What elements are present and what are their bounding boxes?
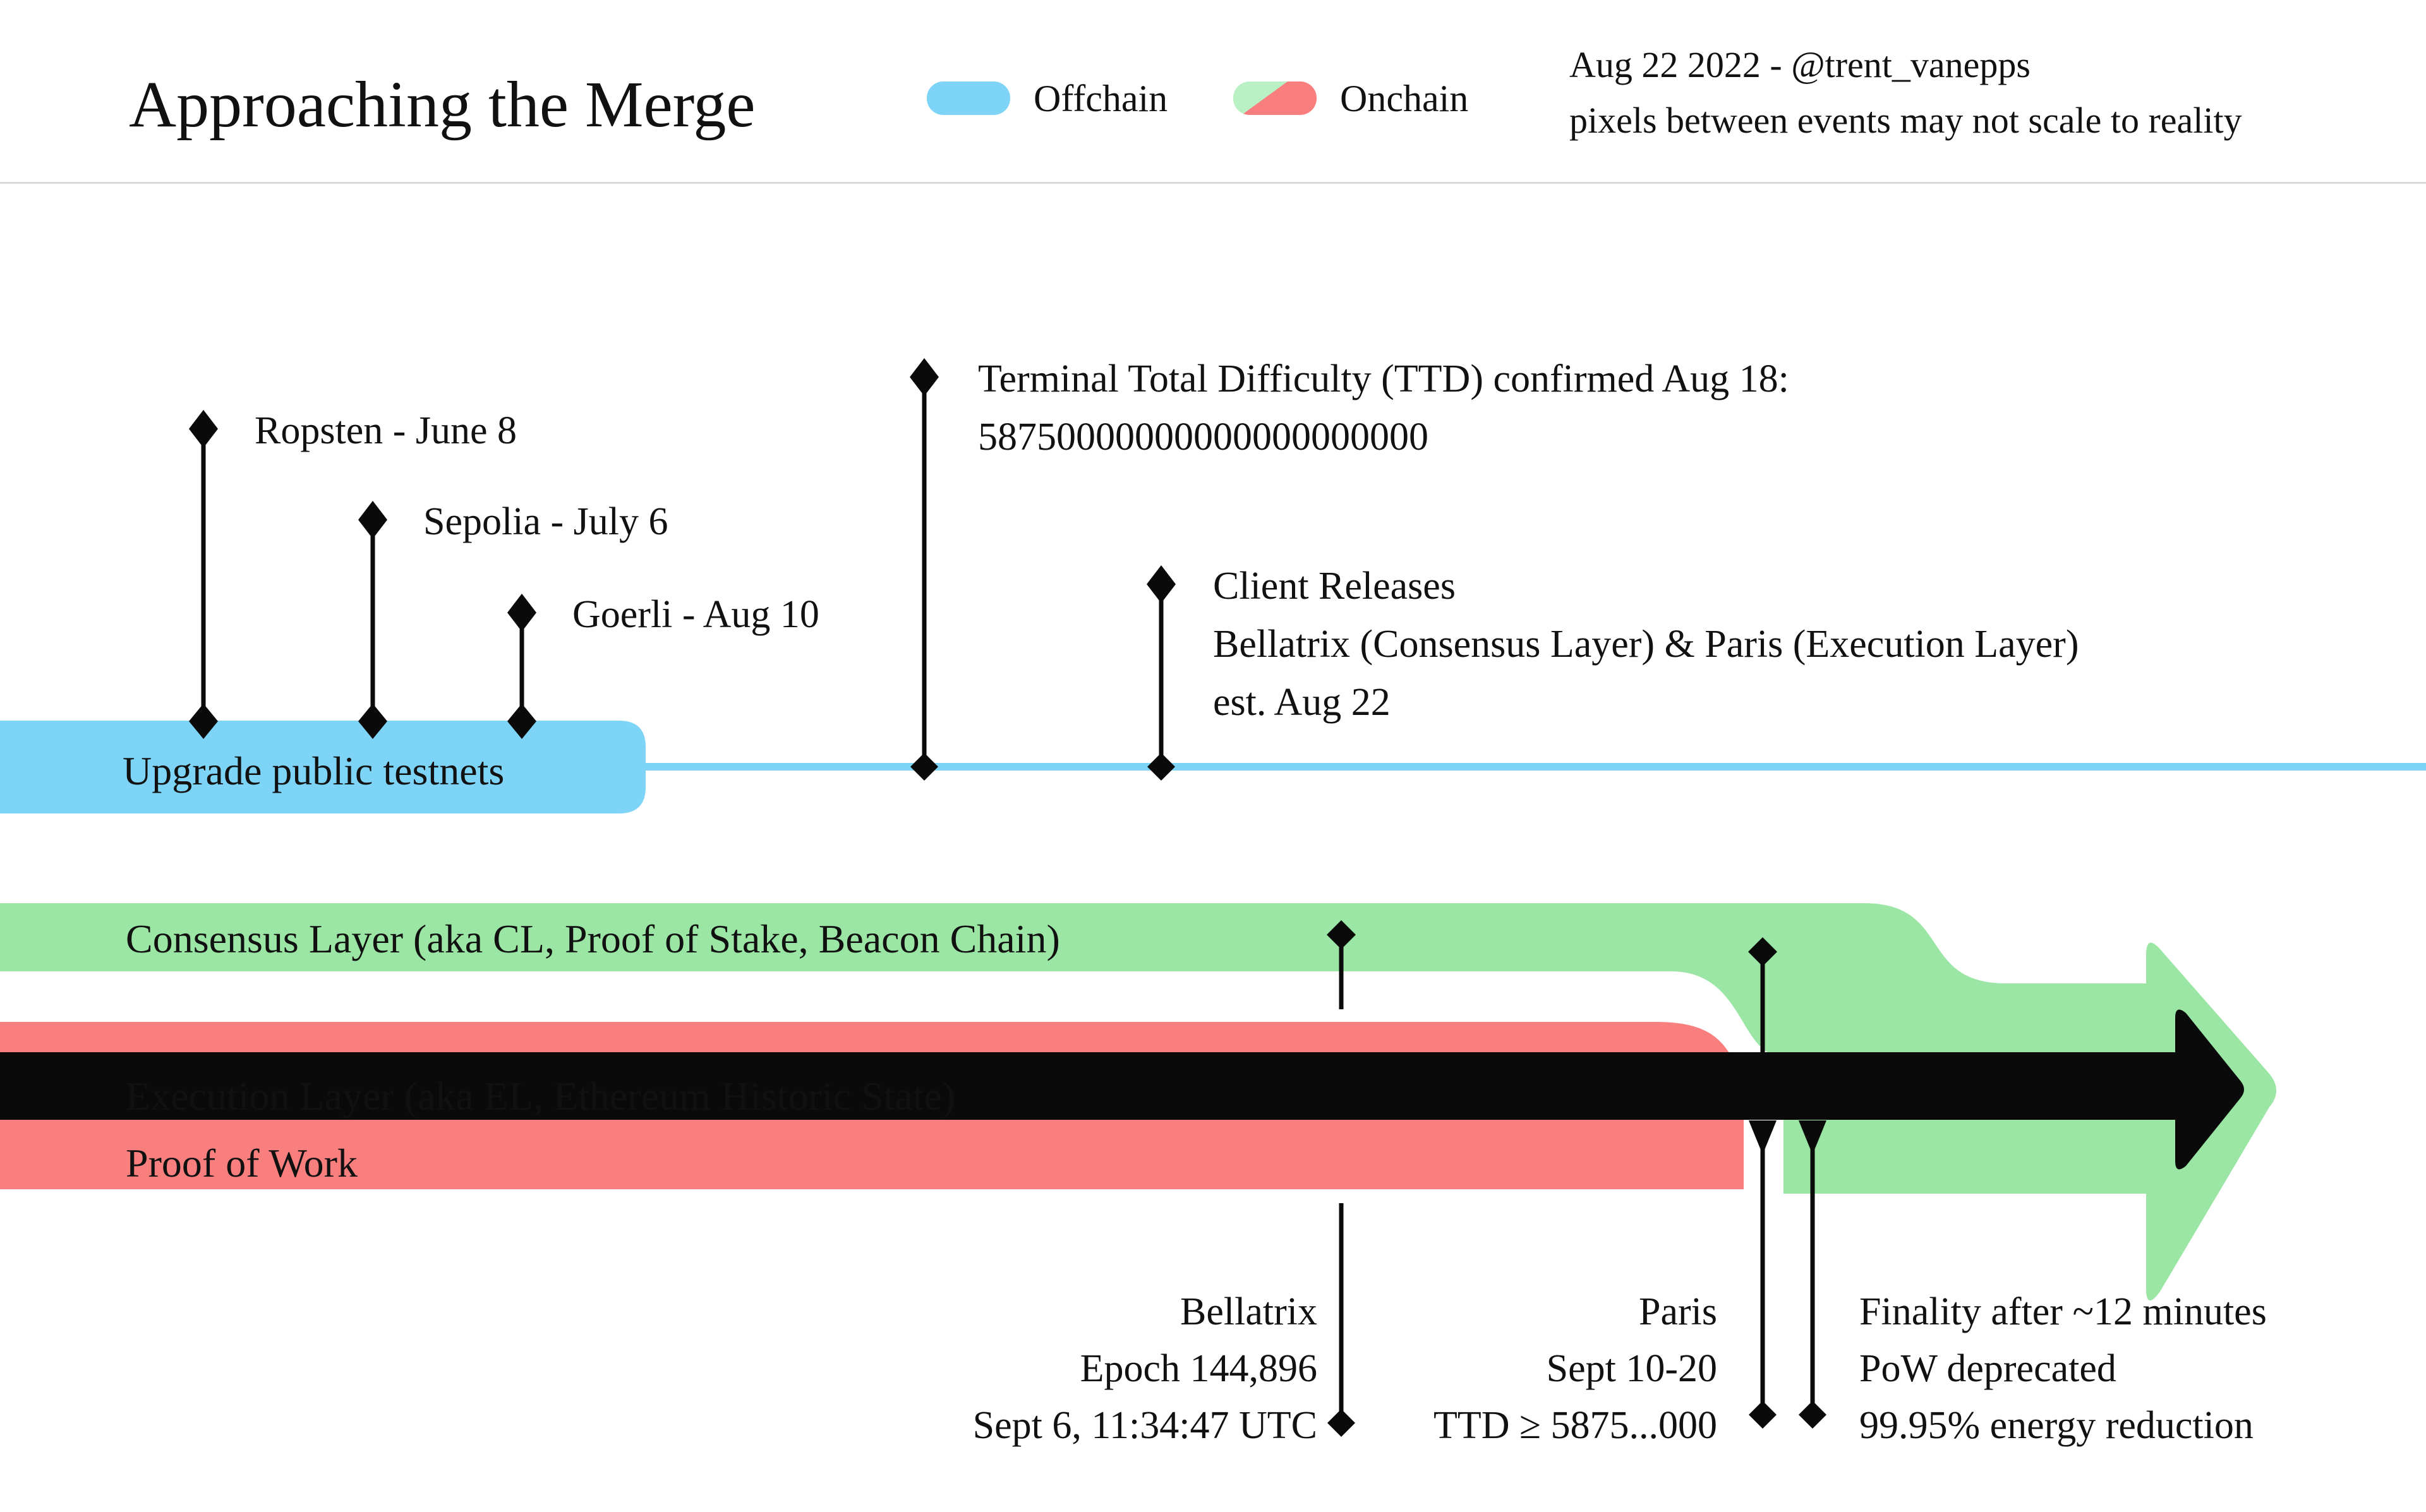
- finality-bottom-diamond-icon: [1799, 1401, 1826, 1429]
- ttd-bottom-diamond-icon: [910, 753, 938, 781]
- ttd-marker: Terminal Total Difficulty (TTD) confirme…: [910, 357, 1789, 781]
- offchain-thin-line: [646, 763, 2426, 771]
- client-release-marker: Client Releases Bellatrix (Consensus Lay…: [1147, 565, 2079, 781]
- ropsten-marker: Ropsten - June 8: [189, 409, 517, 739]
- sepolia-marker: Sepolia - July 6: [358, 500, 668, 739]
- sepolia-bottom-diamond-icon: [358, 704, 387, 739]
- offchain-pill: [0, 721, 646, 813]
- onchain-tracks: Consensus Layer (aka CL, Proof of Stake,…: [0, 903, 2276, 1301]
- goerli-marker: Goerli - Aug 10: [507, 593, 819, 739]
- execution-track-shape: [0, 1009, 2244, 1170]
- credit: Aug 22 2022 - @trent_vanepps pixels betw…: [1569, 44, 2242, 141]
- bellatrix-label-line1: Bellatrix: [1180, 1290, 1317, 1333]
- ttd-label-line1: Terminal Total Difficulty (TTD) confirme…: [978, 357, 1789, 400]
- bellatrix-label-line2: Epoch 144,896: [1080, 1347, 1317, 1390]
- finality-label-line2: PoW deprecated: [1859, 1347, 2116, 1390]
- paris-event: Paris Sept 10-20 TTD ≥ 5875...000: [1433, 937, 1777, 1447]
- ropsten-top-diamond-icon: [189, 410, 218, 448]
- onchain-legend-swatch-icon: [1233, 81, 1317, 115]
- execution-track-label: Execution Layer (aka EL, Ethereum Histor…: [126, 1074, 955, 1119]
- pow-track-label: Proof of Work: [126, 1141, 358, 1185]
- bellatrix-event: Bellatrix Epoch 144,896 Sept 6, 11:34:47…: [973, 920, 1356, 1447]
- finality-event: Finality after ~12 minutes PoW deprecate…: [1799, 1120, 2267, 1447]
- ropsten-label: Ropsten - June 8: [255, 409, 517, 452]
- paris-label-line2: Sept 10-20: [1547, 1347, 1717, 1390]
- client-release-label-line2: Bellatrix (Consensus Layer) & Paris (Exe…: [1213, 623, 2079, 666]
- bellatrix-bottom-diamond-icon: [1327, 1409, 1355, 1437]
- paris-label-line1: Paris: [1639, 1290, 1717, 1333]
- offchain-track-label: Upgrade public testnets: [123, 748, 504, 793]
- credit-line1: Aug 22 2022 - @trent_vanepps: [1569, 44, 2031, 85]
- offchain-legend-swatch-icon: [927, 81, 1010, 115]
- paris-label-line3: TTD ≥ 5875...000: [1433, 1404, 1717, 1447]
- goerli-top-diamond-icon: [507, 594, 536, 632]
- legend: Offchain Onchain: [927, 78, 1468, 119]
- client-release-label-line3: est. Aug 22: [1213, 681, 1391, 724]
- page-title: Approaching the Merge: [129, 68, 756, 141]
- ttd-label-line2: 58750000000000000000000: [978, 416, 1428, 459]
- onchain-legend-label: Onchain: [1340, 78, 1468, 119]
- consensus-track-label: Consensus Layer (aka CL, Proof of Stake,…: [126, 916, 1060, 961]
- goerli-label: Goerli - Aug 10: [572, 593, 819, 636]
- paris-bottom-diamond-icon: [1749, 1401, 1777, 1429]
- bellatrix-top-diamond-icon: [1327, 920, 1356, 949]
- goerli-bottom-diamond-icon: [507, 704, 536, 739]
- testnet-markers: Ropsten - June 8 Sepolia - July 6 Goerli…: [189, 409, 819, 739]
- ttd-top-diamond-icon: [910, 358, 939, 396]
- ropsten-bottom-diamond-icon: [189, 704, 218, 739]
- offchain-legend-label: Offchain: [1034, 78, 1168, 119]
- bellatrix-label-line3: Sept 6, 11:34:47 UTC: [973, 1404, 1317, 1447]
- sepolia-top-diamond-icon: [358, 501, 387, 539]
- credit-line2: pixels between events may not scale to r…: [1569, 100, 2242, 141]
- header-divider: [0, 182, 2426, 184]
- finality-label-line1: Finality after ~12 minutes: [1859, 1290, 2267, 1333]
- client-release-bottom-diamond-icon: [1147, 753, 1175, 781]
- paris-top-diamond-icon: [1748, 937, 1777, 966]
- offchain-track: Upgrade public testnets: [0, 721, 2426, 813]
- client-release-label-line1: Client Releases: [1213, 565, 1456, 608]
- finality-label-line3: 99.95% energy reduction: [1859, 1404, 2254, 1447]
- header: Approaching the Merge Offchain Onchain A…: [0, 44, 2426, 184]
- client-release-top-diamond-icon: [1147, 565, 1176, 603]
- sepolia-label: Sepolia - July 6: [423, 500, 668, 543]
